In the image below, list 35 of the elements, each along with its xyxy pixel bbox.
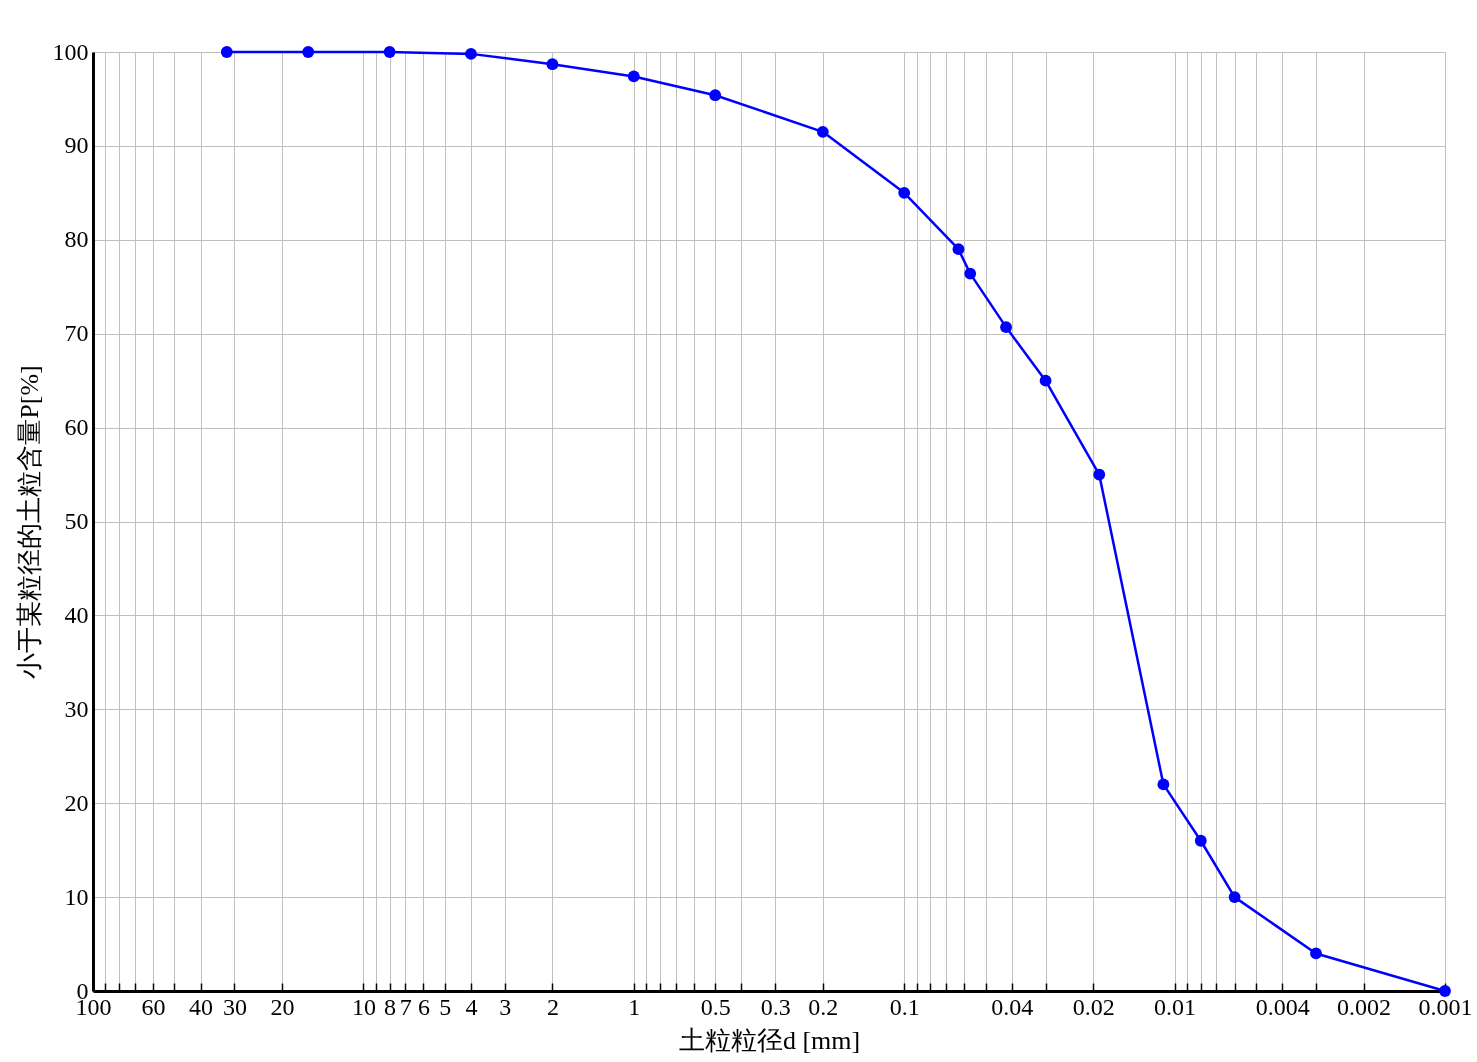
x-tick-label: 0.002 <box>1337 993 1392 1020</box>
x-axis-title: 土粒粒径d [mm] <box>678 1025 861 1055</box>
x-tick-label: 7 <box>399 993 412 1020</box>
y-tick-label: 60 <box>64 414 89 441</box>
y-axis-title: 小于某粒径的土粒含量P[%] <box>14 365 44 679</box>
y-tick-label: 40 <box>64 601 89 628</box>
x-tick-label: 5 <box>439 993 452 1020</box>
x-tick-label: 1 <box>628 993 641 1020</box>
x-tick-label: 0.02 <box>1072 993 1115 1020</box>
x-tick-label: 0.5 <box>700 993 731 1020</box>
x-tick-label: 60 <box>141 993 166 1020</box>
y-tick-label: 10 <box>64 883 89 910</box>
x-tick-label: 4 <box>465 993 478 1020</box>
y-tick-label: 30 <box>64 695 89 722</box>
x-tick-label: 0.01 <box>1154 993 1197 1020</box>
x-tick-label: 30 <box>222 993 247 1020</box>
x-tick-label: 0.3 <box>760 993 791 1020</box>
x-tick-label: 0.2 <box>808 993 839 1020</box>
x-tick-label: 0.1 <box>889 993 920 1020</box>
x-tick-label: 0.004 <box>1255 993 1310 1020</box>
y-tick-label: 100 <box>52 38 89 65</box>
x-tick-label: 2 <box>546 993 559 1020</box>
y-tick-label: 20 <box>64 789 89 816</box>
x-tick-label: 10 <box>351 993 376 1020</box>
x-tick-label: 0.04 <box>991 993 1034 1020</box>
y-tick-label: 50 <box>64 508 89 534</box>
x-tick-label: 3 <box>499 993 512 1020</box>
x-tick-label: 20 <box>270 993 295 1020</box>
x-tick-label: 0.001 <box>1418 993 1473 1020</box>
x-tick-label: 40 <box>189 993 214 1020</box>
y-tick-label: 90 <box>64 132 89 159</box>
x-tick-label: 8 <box>384 993 397 1020</box>
y-tick-label: 80 <box>64 226 89 253</box>
y-tick-label: 70 <box>64 320 89 347</box>
x-tick-label: 6 <box>417 993 430 1020</box>
